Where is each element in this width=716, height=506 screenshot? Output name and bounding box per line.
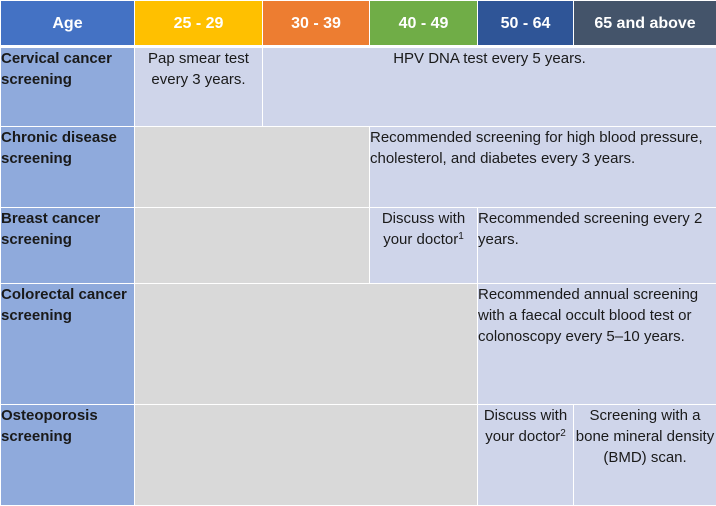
age-group-40-49: 40 - 49 bbox=[370, 1, 478, 47]
table-row-osteoporosis: Osteoporosis screening Discuss with your… bbox=[1, 405, 716, 506]
row-label-osteoporosis: Osteoporosis screening bbox=[1, 405, 135, 506]
hpv-test-cell: HPV DNA test every 5 years. bbox=[263, 47, 716, 127]
footnote-marker: 1 bbox=[458, 231, 464, 242]
not-applicable-cell bbox=[135, 284, 478, 405]
row-label-cervical: Cervical cancer screening bbox=[1, 47, 135, 127]
chronic-recommendation-cell: Recommended screening for high blood pre… bbox=[370, 127, 716, 208]
age-group-65-above: 65 and above bbox=[574, 1, 716, 47]
breast-discuss-cell: Discuss with your doctor1 bbox=[370, 208, 478, 284]
not-applicable-cell bbox=[135, 208, 370, 284]
age-group-30-39: 30 - 39 bbox=[263, 1, 370, 47]
breast-recommendation-cell: Recommended screening every 2 years. bbox=[478, 208, 716, 284]
age-group-50-64: 50 - 64 bbox=[478, 1, 574, 47]
age-group-25-29: 25 - 29 bbox=[135, 1, 263, 47]
pap-smear-cell: Pap smear test every 3 years. bbox=[135, 47, 263, 127]
not-applicable-cell bbox=[135, 127, 370, 208]
table-row-chronic: Chronic disease screening Recommended sc… bbox=[1, 127, 716, 208]
discuss-text: Discuss with your doctor bbox=[484, 407, 567, 445]
bmd-scan-cell: Screening with a bone mineral density (B… bbox=[574, 405, 716, 506]
row-label-colorectal: Colorectal cancer screening bbox=[1, 284, 135, 405]
table-row-cervical: Cervical cancer screening Pap smear test… bbox=[1, 47, 716, 127]
osteoporosis-discuss-cell: Discuss with your doctor2 bbox=[478, 405, 574, 506]
colorectal-recommendation-cell: Recommended annual screening with a faec… bbox=[478, 284, 716, 405]
table-row-colorectal: Colorectal cancer screening Recommended … bbox=[1, 284, 716, 405]
row-label-breast: Breast cancer screening bbox=[1, 208, 135, 284]
header-row: Age 25 - 29 30 - 39 40 - 49 50 - 64 65 a… bbox=[1, 1, 716, 47]
row-label-chronic: Chronic disease screening bbox=[1, 127, 135, 208]
table-row-breast: Breast cancer screening Discuss with you… bbox=[1, 208, 716, 284]
not-applicable-cell bbox=[135, 405, 478, 506]
age-header: Age bbox=[1, 1, 135, 47]
discuss-text: Discuss with your doctor bbox=[382, 210, 465, 248]
footnote-marker: 2 bbox=[560, 428, 566, 439]
